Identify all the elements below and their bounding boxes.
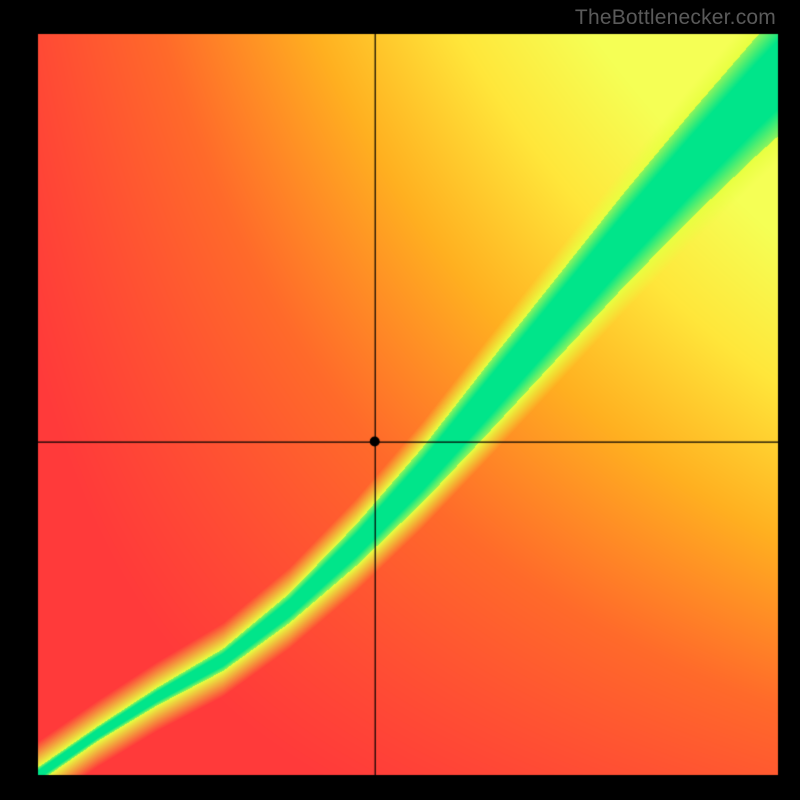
bottleneck-heatmap-canvas — [0, 0, 800, 800]
chart-container: TheBottlenecker.com — [0, 0, 800, 800]
watermark-text: TheBottlenecker.com — [575, 6, 776, 30]
